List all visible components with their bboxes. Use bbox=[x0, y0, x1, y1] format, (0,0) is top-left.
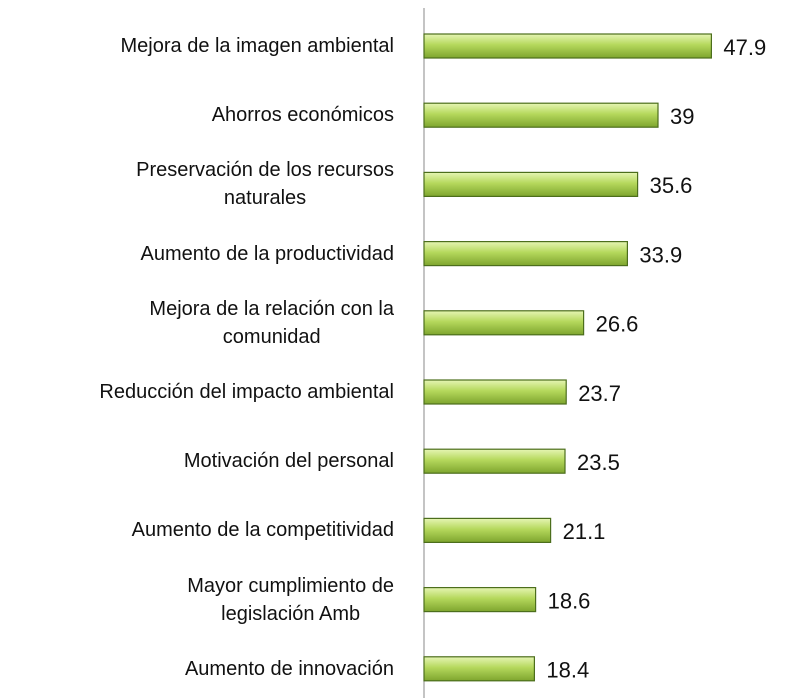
category-label: Ahorros económicos bbox=[211, 104, 394, 127]
category-label: Mayor cumplimiento de legislación Amb bbox=[187, 574, 394, 625]
bar bbox=[423, 517, 552, 544]
value-label: 26.6 bbox=[596, 312, 639, 337]
category-label: Reducción del impacto ambiental bbox=[99, 381, 394, 403]
value-label: 39 bbox=[670, 104, 694, 129]
bar bbox=[423, 102, 659, 128]
bar bbox=[423, 33, 712, 59]
category-label: Aumento de innovación bbox=[184, 657, 394, 680]
bar bbox=[423, 448, 566, 474]
bar bbox=[423, 171, 639, 197]
value-label: 18.6 bbox=[548, 588, 591, 613]
bar bbox=[423, 241, 628, 267]
bar bbox=[423, 310, 585, 336]
value-label: 21.1 bbox=[563, 519, 606, 544]
category-label: Preservación de los recursos naturales bbox=[136, 159, 394, 210]
value-label: 23.5 bbox=[577, 450, 620, 475]
value-label: 23.7 bbox=[578, 381, 621, 406]
category-label: Motivación del personal bbox=[183, 450, 394, 473]
category-label: Mejora de la imagen ambiental bbox=[120, 35, 395, 57]
value-label: 33.9 bbox=[639, 242, 682, 267]
value-label: 47.9 bbox=[723, 35, 766, 60]
value-label: 18.4 bbox=[546, 658, 589, 683]
bar bbox=[423, 586, 537, 613]
category-label: Mejora de la relación con la comunidad bbox=[149, 297, 394, 348]
category-label: Aumento de la competitividad bbox=[131, 519, 394, 542]
value-label: 35.6 bbox=[650, 173, 693, 198]
category-label: Aumento de la productividad bbox=[140, 242, 395, 265]
bar bbox=[423, 656, 536, 682]
bar bbox=[423, 379, 567, 405]
